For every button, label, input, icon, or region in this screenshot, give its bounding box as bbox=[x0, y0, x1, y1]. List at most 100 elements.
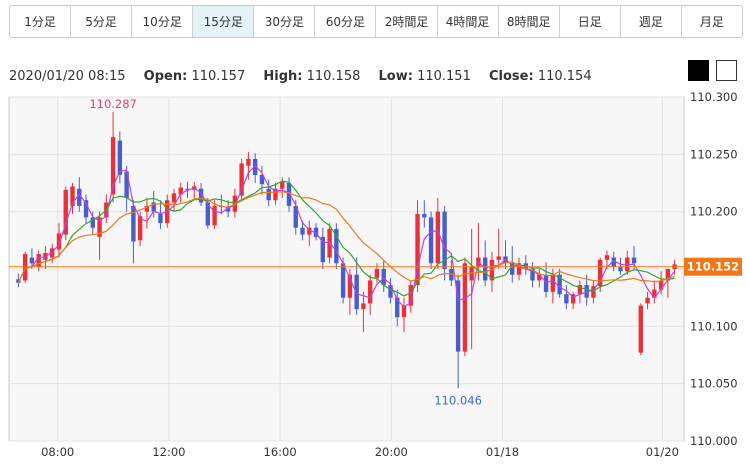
candle-body bbox=[625, 257, 630, 272]
candle-body bbox=[645, 297, 650, 304]
tab-6[interactable]: 2時間足 bbox=[376, 6, 438, 37]
candle-body bbox=[530, 269, 535, 281]
candle-body bbox=[550, 274, 556, 292]
close-label: Close: bbox=[489, 69, 534, 84]
low-label: Low: bbox=[378, 69, 413, 84]
candle-body bbox=[618, 266, 623, 272]
candle-body bbox=[652, 289, 657, 298]
candle-body bbox=[557, 274, 562, 295]
tab-4[interactable]: 30分足 bbox=[254, 6, 316, 37]
candle-body bbox=[408, 285, 413, 306]
candle-body bbox=[225, 207, 231, 212]
candle-body bbox=[117, 140, 123, 175]
candle-body bbox=[56, 233, 62, 250]
light-theme-button[interactable] bbox=[716, 60, 737, 81]
candle-body bbox=[252, 158, 258, 175]
x-tick-label: 20:00 bbox=[375, 445, 408, 459]
dark-theme-button[interactable] bbox=[688, 60, 709, 81]
candle-body bbox=[347, 274, 353, 298]
candle-body bbox=[611, 257, 616, 267]
candle-body bbox=[22, 254, 28, 281]
candle-body bbox=[381, 269, 386, 286]
candle-body bbox=[205, 202, 211, 226]
candle-body bbox=[70, 186, 75, 206]
candle-body bbox=[510, 263, 515, 275]
tab-11[interactable]: 月足 bbox=[681, 6, 742, 37]
y-tick-label: 110.100 bbox=[690, 319, 738, 333]
candle-body bbox=[266, 188, 271, 201]
candle-body bbox=[97, 217, 102, 237]
candle-body bbox=[665, 269, 671, 281]
close-value: 110.154 bbox=[537, 69, 592, 84]
tab-7[interactable]: 4時間足 bbox=[437, 6, 499, 37]
y-tick-label: 110.250 bbox=[690, 147, 738, 161]
y-tick-label: 110.000 bbox=[690, 434, 738, 448]
candle-body bbox=[171, 193, 177, 203]
candle-body bbox=[570, 294, 576, 304]
timeframe-tabs: 1分足 5分足 10分足 15分足 30分足 60分足 2時間足 4時間足 8時間足 日足 週足 月足 bbox=[9, 5, 743, 38]
candle-body bbox=[124, 171, 129, 198]
candle-body bbox=[584, 285, 589, 298]
candle-body bbox=[110, 137, 116, 195]
candle-body bbox=[151, 202, 156, 212]
candle-body bbox=[280, 181, 285, 189]
candle-body bbox=[482, 257, 488, 281]
candle-body bbox=[604, 255, 610, 260]
ohlc-info: 2020/01/20 08:15 Open: 110.157 High: 110… bbox=[9, 69, 592, 84]
tab-9[interactable]: 日足 bbox=[559, 6, 621, 37]
candle-body bbox=[354, 274, 359, 310]
candle-body bbox=[239, 163, 244, 196]
y-tick-label: 110.200 bbox=[690, 205, 738, 219]
max-price-label: 110.287 bbox=[89, 97, 137, 111]
candle-body bbox=[273, 188, 278, 201]
candle-body bbox=[449, 269, 454, 281]
tab-3[interactable]: 15分足 bbox=[193, 6, 255, 37]
candle-body bbox=[395, 297, 400, 318]
y-tick-label: 110.050 bbox=[690, 377, 738, 391]
candle-body bbox=[293, 205, 298, 228]
tab-10[interactable]: 週足 bbox=[620, 6, 682, 37]
candle-body bbox=[212, 205, 217, 226]
low-value: 110.151 bbox=[417, 69, 471, 84]
candle-body bbox=[543, 274, 549, 292]
y-tick-label: 110.300 bbox=[690, 90, 738, 104]
candle-body bbox=[658, 280, 664, 290]
candle-body bbox=[178, 187, 183, 195]
candle-body bbox=[361, 303, 366, 310]
candle-body bbox=[442, 211, 447, 269]
candle-body bbox=[259, 174, 265, 185]
tab-0[interactable]: 1分足 bbox=[10, 6, 72, 37]
tab-5[interactable]: 60分足 bbox=[315, 6, 377, 37]
tab-2[interactable]: 10分足 bbox=[132, 6, 194, 37]
candle-body bbox=[144, 205, 150, 212]
tab-8[interactable]: 8時間足 bbox=[498, 6, 560, 37]
open-label: Open: bbox=[143, 69, 188, 84]
x-tick-label: 01/20 bbox=[646, 445, 679, 459]
candle-body bbox=[286, 183, 292, 206]
open-value: 110.157 bbox=[191, 69, 246, 84]
x-tick-label: 08:00 bbox=[41, 445, 74, 459]
candle-body bbox=[374, 269, 380, 279]
candle-body bbox=[198, 188, 204, 203]
candle-body bbox=[591, 286, 596, 298]
x-tick-label: 01/18 bbox=[486, 445, 519, 459]
candle-body bbox=[388, 285, 393, 298]
candle-body bbox=[401, 305, 407, 318]
candle-body bbox=[428, 217, 434, 264]
candle-body bbox=[313, 227, 319, 237]
datetime: 2020/01/20 08:15 bbox=[9, 69, 126, 84]
x-tick-label: 12:00 bbox=[152, 445, 185, 459]
tab-1[interactable]: 5分足 bbox=[71, 6, 133, 37]
candle-body bbox=[455, 280, 461, 352]
min-price-label: 110.046 bbox=[434, 393, 482, 407]
candle-body bbox=[334, 228, 339, 264]
current-price-label: 110.152 bbox=[687, 260, 739, 274]
candle-body bbox=[36, 254, 41, 267]
candle-body bbox=[77, 188, 82, 206]
candle-body bbox=[90, 217, 96, 228]
candle-body bbox=[83, 200, 89, 218]
ma-mid-line bbox=[17, 180, 675, 297]
candle-body bbox=[300, 227, 305, 235]
candle-body bbox=[422, 213, 427, 218]
